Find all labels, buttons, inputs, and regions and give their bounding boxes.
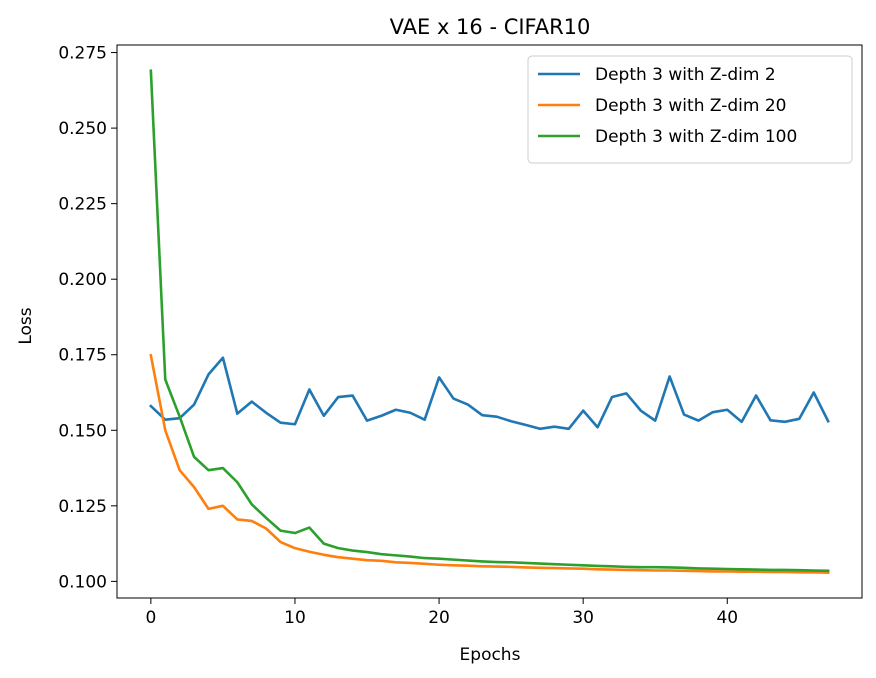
- x-tick-label: 10: [284, 608, 306, 628]
- series-line-2: [149, 353, 830, 574]
- legend-entry-1: Depth 3 with Z-dim 2: [595, 65, 776, 85]
- y-tick-label: 0.150: [58, 421, 107, 441]
- chart-title: VAE x 16 - CIFAR10: [390, 15, 591, 39]
- legend: Depth 3 with Z-dim 2 Depth 3 with Z-dim 2…: [527, 55, 853, 164]
- x-tick-label: 20: [428, 608, 450, 628]
- series-line-3: [149, 69, 830, 573]
- y-axis: 0.100 0.125 0.150 0.175 0.200 0.225 0.250 0.275: [58, 44, 117, 592]
- legend-box: [527, 55, 853, 164]
- x-tick-label: 0: [145, 608, 156, 628]
- y-axis-label: Loss: [16, 307, 36, 344]
- legend-entry-3: Depth 3 with Z-dim 100: [595, 127, 797, 147]
- x-tick-label: 30: [572, 608, 594, 628]
- y-tick-label: 0.100: [58, 572, 107, 592]
- y-tick-label: 0.250: [58, 119, 107, 139]
- y-tick-label: 0.225: [58, 195, 107, 215]
- x-tick-label: 40: [716, 608, 738, 628]
- y-tick-label: 0.200: [58, 270, 107, 290]
- x-axis: 0 10 20 30 40: [145, 598, 738, 628]
- y-tick-label: 0.125: [58, 497, 107, 517]
- y-tick-label: 0.175: [58, 346, 107, 366]
- legend-entry-2: Depth 3 with Z-dim 20: [595, 96, 786, 116]
- y-tick-label: 0.275: [58, 44, 107, 64]
- x-axis-label: Epochs: [460, 645, 521, 665]
- series-line-1: [149, 356, 830, 431]
- axes-frame: [116, 44, 863, 599]
- series-lines: [149, 69, 830, 574]
- plot-area: 0 10 20 30 40 0.100 0.125 0.150 0.175 0.200 0.225…: [58, 44, 863, 628]
